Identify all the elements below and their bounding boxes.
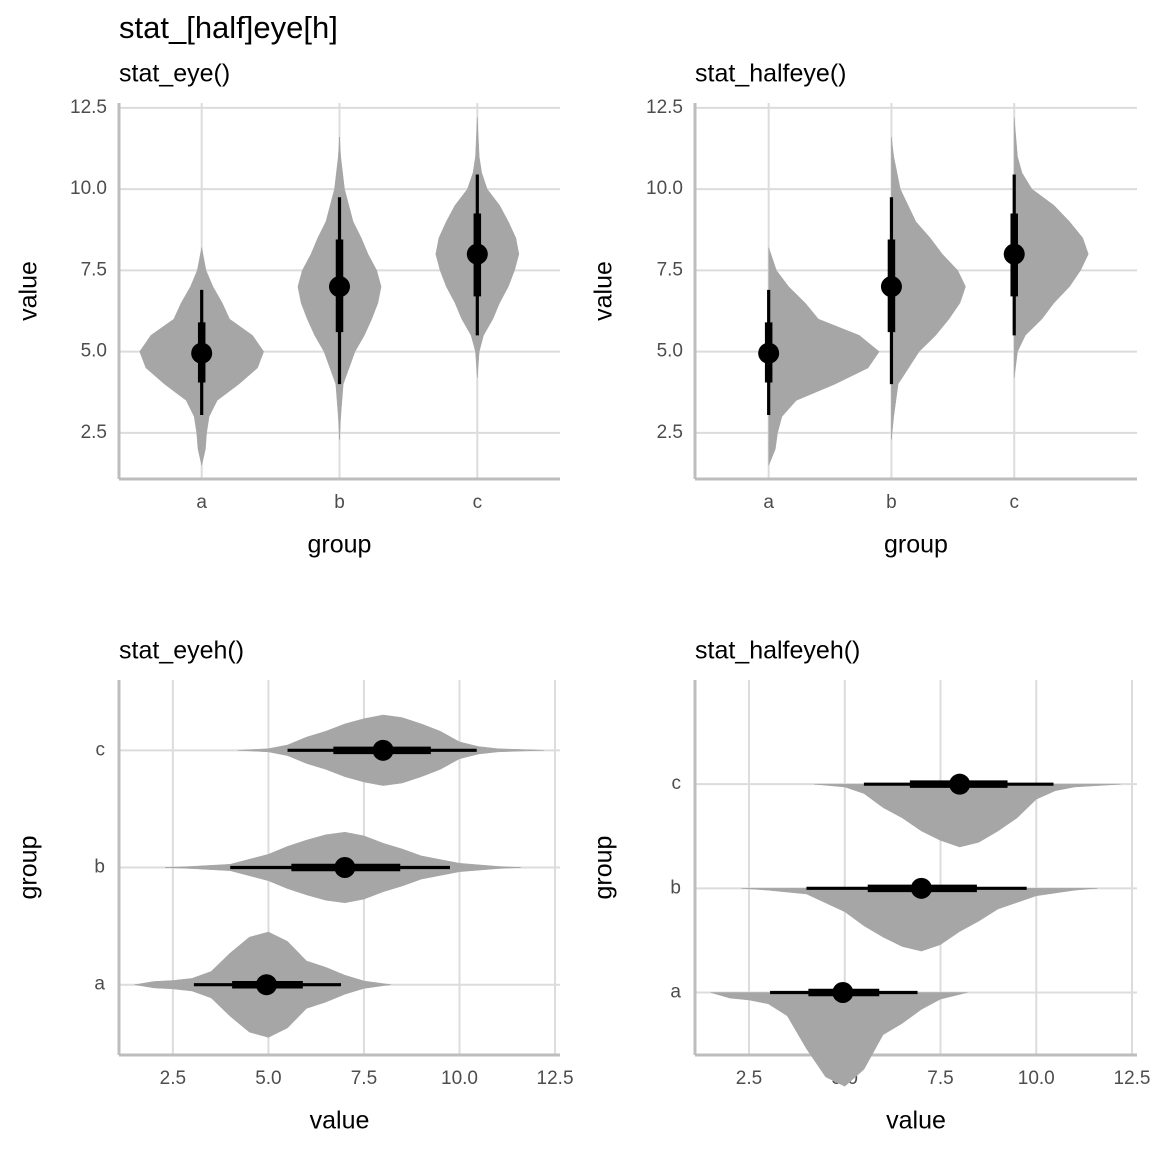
density [1013,117,1089,378]
x-axis-title: group [884,531,948,559]
x-tick-label: 2.5 [160,1068,186,1089]
density [768,247,880,466]
x-axis-title: value [310,1107,370,1135]
x-tick-label: b [886,492,897,513]
density [339,137,382,440]
point [334,857,356,878]
panel: 2.5 5.0 7.5 10.0 12.5 a b c stat_halfeye()group v… [590,60,1137,559]
point [910,877,932,899]
x-tick-label: 10.0 [441,1068,478,1089]
point [758,342,780,364]
panel-title: stat_eyeh() [119,637,244,665]
x-tick-label: a [763,492,774,513]
density [741,888,1098,952]
y-axis-title: value [15,261,43,321]
x-tick-label: 10.0 [1018,1068,1055,1089]
point [949,773,971,795]
y-tick-label: 2.5 [81,422,107,443]
density [710,992,968,1087]
panel-title: stat_halfeyeh() [695,637,860,665]
panel: 2.5 5.0 7.5 10.0 12.5 a b c stat_eye()group value [15,60,560,559]
panel-title: stat_halfeye() [695,60,846,88]
x-tick-label: a [196,492,207,513]
y-tick-label: 7.5 [657,259,683,280]
figure-title: stat_[half]eye[h] [119,10,338,45]
y-axis-title: group [590,836,618,900]
x-tick-label: b [334,492,345,513]
y-tick-label: a [94,974,105,995]
y-tick-label: 10.0 [646,178,683,199]
panel: 2.5 5.0 7.5 10.0 12.5 a b c stat_eyeh()value grou… [15,637,574,1135]
x-tick-label: 5.0 [255,1068,281,1089]
panel: 2.55.07.510.012.5abcstat_halfeyeh()value… [590,637,1151,1135]
density [435,117,478,378]
y-tick-label: 7.5 [81,259,107,280]
y-tick-label: a [670,982,681,1003]
density [814,783,1121,848]
y-tick-label: 10.0 [70,178,107,199]
density [134,931,391,985]
x-axis-title: value [886,1107,946,1135]
point [372,739,394,761]
y-tick-label: 5.0 [81,341,107,362]
density [237,714,544,751]
point [880,276,902,298]
y-tick-label: 12.5 [646,97,683,118]
y-tick-label: c [96,739,106,760]
density [201,247,264,466]
x-tick-label: c [1009,492,1019,513]
density [165,831,521,868]
density [237,750,544,786]
point [256,974,278,996]
density [297,137,340,440]
point [832,982,854,1003]
x-tick-label: c [473,492,483,513]
y-tick-label: b [94,857,105,878]
y-tick-label: c [672,773,682,794]
x-tick-label: 12.5 [537,1068,574,1089]
y-tick-label: b [670,877,681,898]
x-axis-title: group [308,531,372,559]
density [134,984,391,1038]
y-axis-title: group [15,836,43,900]
y-tick-label: 5.0 [657,341,683,362]
x-tick-label: 7.5 [927,1068,953,1089]
point [466,243,488,265]
density [165,867,521,904]
density [139,247,202,466]
panel-title: stat_eye() [119,60,230,88]
density [891,137,966,440]
x-tick-label: 7.5 [351,1068,377,1089]
y-tick-label: 12.5 [70,97,107,118]
point [191,342,213,364]
y-axis-title: value [590,261,618,321]
x-tick-label: 2.5 [736,1068,762,1089]
density [477,117,520,378]
point [1003,243,1025,265]
x-tick-label: 12.5 [1114,1068,1151,1089]
y-tick-label: 2.5 [657,422,683,443]
point [329,276,350,298]
